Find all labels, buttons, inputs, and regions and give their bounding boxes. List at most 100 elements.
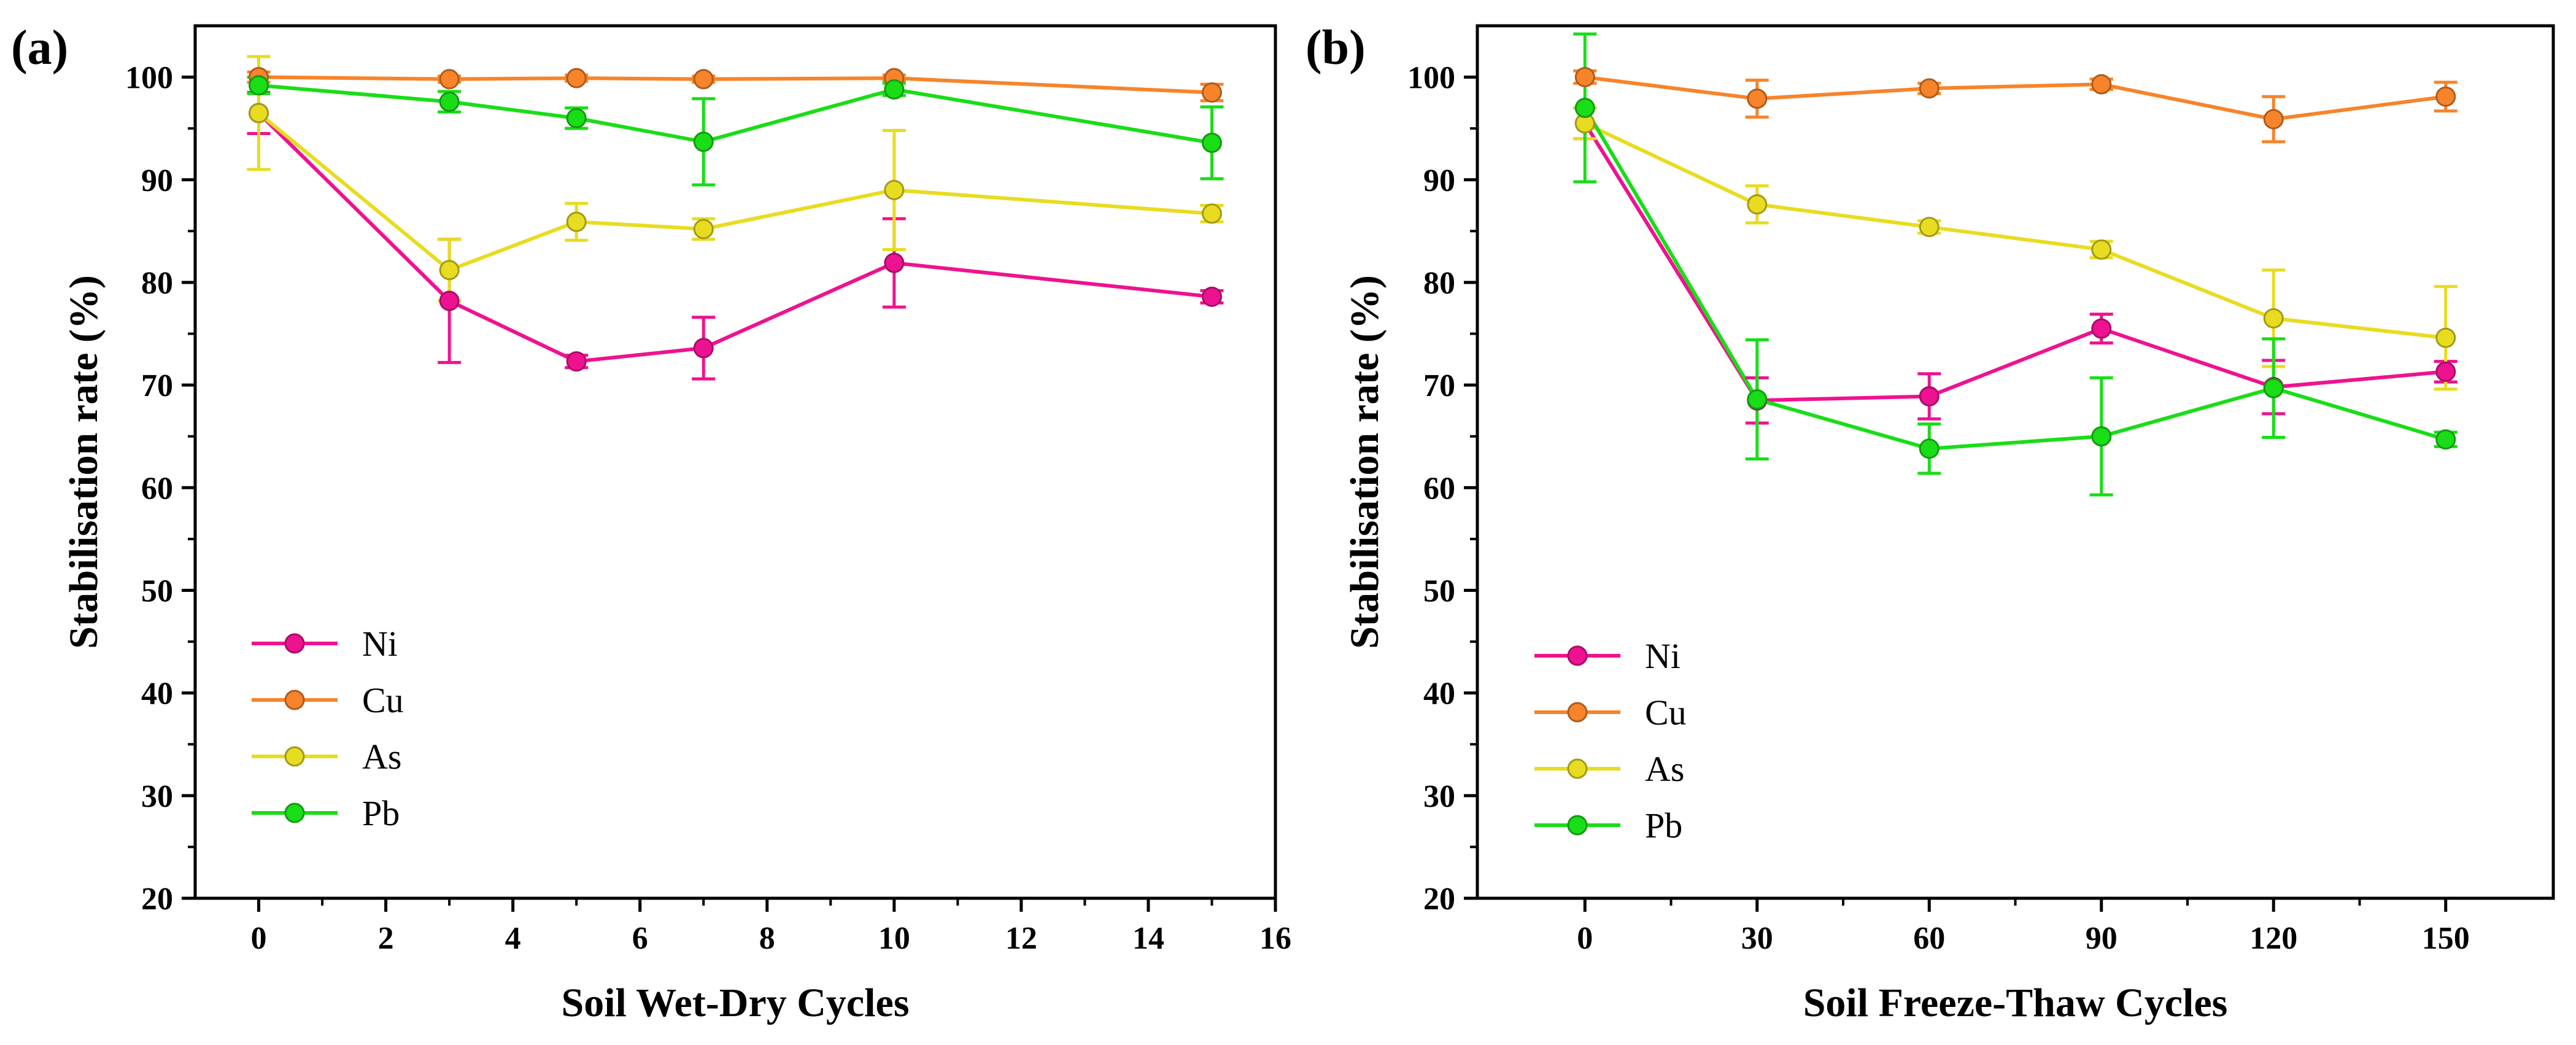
panel-a-x-tick-label: 4 [505, 921, 521, 956]
panel-b-series-ni-point [1919, 386, 1940, 407]
panel-b-x-axis-title: Soil Freeze-Thaw Cycles [1803, 981, 2228, 1025]
legend-a-as-marker [284, 746, 305, 767]
panel-b-label: (b) [1305, 21, 1366, 75]
legend-b-ni-label: Ni [1645, 636, 1681, 676]
legend-a-cu-label: Cu [362, 680, 404, 720]
panel-a-series-as-point [884, 179, 905, 200]
panel-b-series-as-point [1747, 194, 1768, 215]
panel-a-series-as-point [693, 219, 714, 239]
legend-a-ni-marker [284, 633, 305, 654]
panel-a-x-tick-label: 2 [378, 921, 394, 956]
panel-a-series-ni-point [693, 338, 714, 359]
legend-a-pb-label: Pb [362, 793, 400, 833]
panel-a-series-cu-point [693, 69, 714, 90]
panel-a-y-tick-label: 40 [141, 677, 173, 712]
panel-a-y-tick-label: 60 [141, 471, 173, 506]
panel-b-y-tick-label: 30 [1423, 779, 1455, 814]
panel-a-series-cu-point [1201, 82, 1222, 103]
panel-a-series-cu-point [439, 69, 460, 90]
panel-a-series-ni-point [566, 351, 587, 372]
legend-b-as-marker [1567, 758, 1588, 779]
panel-a-series-ni-line [257, 111, 1212, 363]
panel-b-series-pb-point [2435, 429, 2456, 450]
legend-a-cu-marker [284, 690, 305, 710]
panel-b-y-tick-label: 20 [1423, 882, 1455, 917]
panel-b-series-cu-point [2435, 86, 2456, 107]
panel-a-y-tick-label: 80 [141, 266, 173, 301]
panel-a-x-tick-label: 14 [1132, 921, 1164, 956]
panel-b-series-as-line [1584, 122, 2446, 340]
legend-b-ni-marker [1567, 645, 1588, 666]
panel-b-series-cu-point [2091, 74, 2112, 95]
panel-a-series-ni-point [1201, 286, 1222, 307]
panel-b-x-tick-label: 150 [2422, 921, 2470, 956]
panel-a-y-tick-label: 20 [141, 882, 173, 917]
panel-b-x-tick-label: 30 [1741, 921, 1773, 956]
legend-a-ni-label: Ni [362, 624, 398, 664]
panel-b-series-pb-point [2263, 378, 2284, 398]
panel-b-plot-frame [1476, 24, 2555, 900]
panel-b-series-cu-point [1574, 67, 1595, 88]
panel-a-x-tick-label: 8 [759, 921, 775, 956]
panel-a-y-tick-label: 90 [141, 163, 173, 198]
panel-a-series-ni-point [439, 290, 460, 311]
panel-b-series-cu-point [1747, 88, 1768, 109]
panel-a-series-as-point [566, 211, 587, 232]
panel-a: (a) 0 2 4 6 8 10 12 14 16 20 30 40 50 60 70 80 90 100 Soi… [11, 21, 1291, 1025]
panel-a-series-pb-line [258, 84, 1212, 145]
panel-b-x-tick-label: 0 [1577, 921, 1593, 956]
panel-a-y-tick-label: 30 [141, 779, 173, 814]
panel-a-y-tick-label: 100 [125, 61, 173, 96]
panel-a-series-as-point [249, 103, 269, 123]
panel-b-x-tick-label: 120 [2249, 921, 2297, 956]
panel-a-series-pb-point [566, 107, 587, 128]
legend-b-cu-marker [1567, 702, 1588, 723]
panel-b-series-pb-point [1747, 389, 1768, 410]
panel-b-series-pb-line [1583, 107, 2446, 451]
panel-a-series-as-point [439, 260, 460, 281]
panel-a-y-tick-label: 50 [141, 573, 173, 608]
panel-a-series-pb-point [1201, 133, 1222, 153]
panel-a-x-tick-label: 0 [251, 921, 267, 956]
panel-b-series-pb-point [1919, 438, 1940, 459]
panel-a-x-tick-label: 12 [1005, 921, 1037, 956]
panel-b-series-as-point [2091, 239, 2112, 260]
panel-a-label: (a) [11, 21, 68, 75]
panel-b-x-tick-label: 60 [1913, 921, 1945, 956]
panel-a-y-tick-label: 70 [141, 368, 173, 403]
panel-b-y-axis-title: Stabilisation rate (%) [1342, 275, 1387, 649]
panel-b-y-tick-label: 40 [1423, 677, 1455, 712]
panel-b: (b) 0 30 60 90 120 150 20 30 40 50 60 70 80 90 100 Soi… [1305, 21, 2555, 1025]
panel-b-y-tick-label: 50 [1423, 573, 1455, 608]
legend-a-pb-marker [284, 802, 305, 823]
legend-b-pb-marker [1567, 815, 1588, 836]
panel-b-x-tick-label: 90 [2086, 921, 2118, 956]
panel-b-series-as-point [2263, 308, 2284, 328]
legend-a-as-label: As [362, 737, 401, 777]
panel-a-series-pb-point [249, 75, 269, 96]
panel-a-x-tick-label: 16 [1259, 921, 1291, 956]
panel-a-plot-frame [193, 24, 1277, 900]
legend-b-as-label: As [1645, 749, 1684, 789]
panel-b-series-as-point [2435, 327, 2456, 348]
panel-b-series-ni-line [1583, 122, 2446, 403]
panel-b-y-tick-label: 60 [1423, 471, 1455, 506]
panel-a-x-axis-title: Soil Wet-Dry Cycles [561, 981, 909, 1025]
legend-b-cu-label: Cu [1645, 693, 1687, 732]
panel-b-series-cu-point [1919, 78, 1940, 99]
panel-b-series-cu-point [2263, 109, 2284, 130]
panel-b-y-tick-label: 90 [1423, 163, 1455, 198]
panel-b-y-tick-label: 70 [1423, 368, 1455, 403]
panel-b-series-as-point [1919, 217, 1940, 238]
panel-a-series-pb-point [439, 91, 460, 112]
panel-b-series-pb-point [1574, 98, 1595, 118]
panel-b-series-ni-point [2435, 361, 2456, 382]
panel-a-x-tick-label: 10 [878, 921, 910, 956]
panel-a-series-pb-point [884, 79, 905, 100]
panel-a-series-pb-point [693, 131, 714, 152]
panel-a-series-as-line [257, 111, 1212, 272]
panel-a-series-as-point [1201, 203, 1222, 224]
panel-a-y-axis-title: Stabilisation rate (%) [61, 275, 106, 649]
panel-b-y-tick-label: 100 [1407, 61, 1455, 96]
